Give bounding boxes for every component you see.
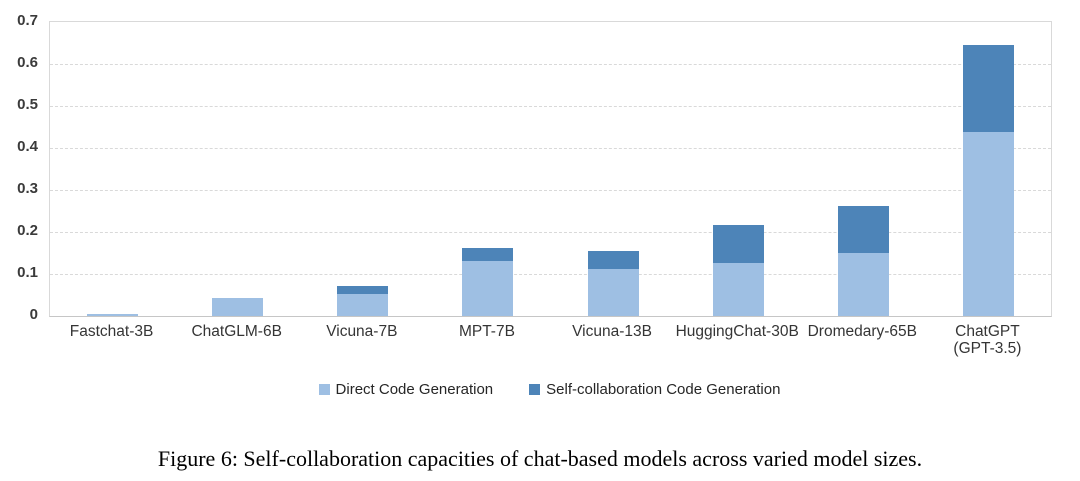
bar-segment-direct (212, 298, 264, 316)
x-tick-label-2: ChatGLM-6B (191, 323, 282, 340)
x-tick-label-3: Vicuna-7B (326, 323, 398, 340)
gridline-0.6 (50, 64, 1051, 65)
y-tick-label-0.7: 0.7 (17, 12, 38, 29)
bar-segment-self-collaboration (462, 248, 514, 261)
y-tick-label-0.6: 0.6 (17, 54, 38, 71)
x-tick-label-8: ChatGPT (GPT-3.5) (953, 323, 1022, 357)
bar-stack-1 (87, 314, 139, 316)
bar-segment-direct (462, 261, 514, 316)
bar-column-1 (50, 22, 175, 316)
x-tick-label-1: Fastchat-3B (69, 323, 154, 340)
bar-stack-4 (462, 248, 514, 316)
figure-caption: Figure 6: Self-collaboration capacities … (157, 446, 923, 471)
x-axis: Fastchat-3B ChatGLM-6B Vicuna-7B MPT-7B Vicu… (49, 323, 1050, 357)
legend-swatch-self-collaboration-icon (529, 384, 541, 395)
gridline-0.4 (50, 148, 1051, 149)
bar-series-container (50, 22, 1051, 316)
bar-column-7 (801, 22, 926, 316)
legend-label-self-collaboration: Self-collaboration Code Generation (546, 381, 781, 398)
bar-stack-2 (212, 298, 264, 316)
bar-segment-direct (337, 294, 389, 316)
bar-segment-self-collaboration (337, 286, 389, 294)
x-tick-label-4: MPT-7B (458, 323, 515, 340)
gridline-0.2 (50, 232, 1051, 233)
bar-stack-6 (712, 225, 764, 316)
bar-stack-8 (962, 45, 1014, 316)
bar-stack-7 (837, 206, 889, 316)
bar-segment-direct (962, 132, 1014, 316)
bar-segment-direct (87, 314, 139, 316)
bar-column-6 (676, 22, 801, 316)
gridline-0.1 (50, 274, 1051, 275)
y-tick-label-0.2: 0.2 (17, 222, 38, 239)
y-tick-label-0.4: 0.4 (17, 138, 38, 155)
bar-segment-self-collaboration (712, 225, 764, 263)
bar-segment-direct (837, 253, 889, 316)
y-tick-label-0: 0 (29, 306, 38, 323)
bar-column-8 (926, 22, 1051, 316)
legend-item-self-collaboration: Self-collaboration Code Generation (529, 381, 780, 398)
y-tick-label-0.1: 0.1 (17, 264, 38, 281)
legend: Direct Code Generation Self-collaboratio… (49, 381, 1050, 398)
bar-column-2 (175, 22, 300, 316)
bar-segment-self-collaboration (962, 45, 1014, 132)
bar-stack-5 (587, 251, 639, 316)
bar-segment-self-collaboration (837, 206, 889, 253)
x-tick-label-5: Vicuna-13B (572, 323, 652, 340)
bar-segment-direct (712, 263, 764, 316)
bar-segment-self-collaboration (587, 251, 639, 269)
bar-segment-direct (587, 269, 639, 316)
plot-area (49, 21, 1052, 317)
bar-stack-3 (337, 286, 389, 316)
legend-swatch-direct-icon (318, 384, 330, 395)
x-tick-label-6: HuggingChat-30B (675, 323, 799, 340)
legend-label-direct: Direct Code Generation (335, 381, 494, 398)
x-tick-label-7: Dromedary-65B (807, 323, 918, 340)
gridline-0.3 (50, 190, 1051, 191)
y-tick-label-0.3: 0.3 (17, 180, 38, 197)
bar-column-3 (300, 22, 425, 316)
bar-column-4 (425, 22, 550, 316)
legend-item-direct: Direct Code Generation (318, 381, 494, 398)
bar-column-5 (551, 22, 676, 316)
gridline-0.5 (50, 106, 1051, 107)
y-tick-label-0.5: 0.5 (17, 96, 38, 113)
